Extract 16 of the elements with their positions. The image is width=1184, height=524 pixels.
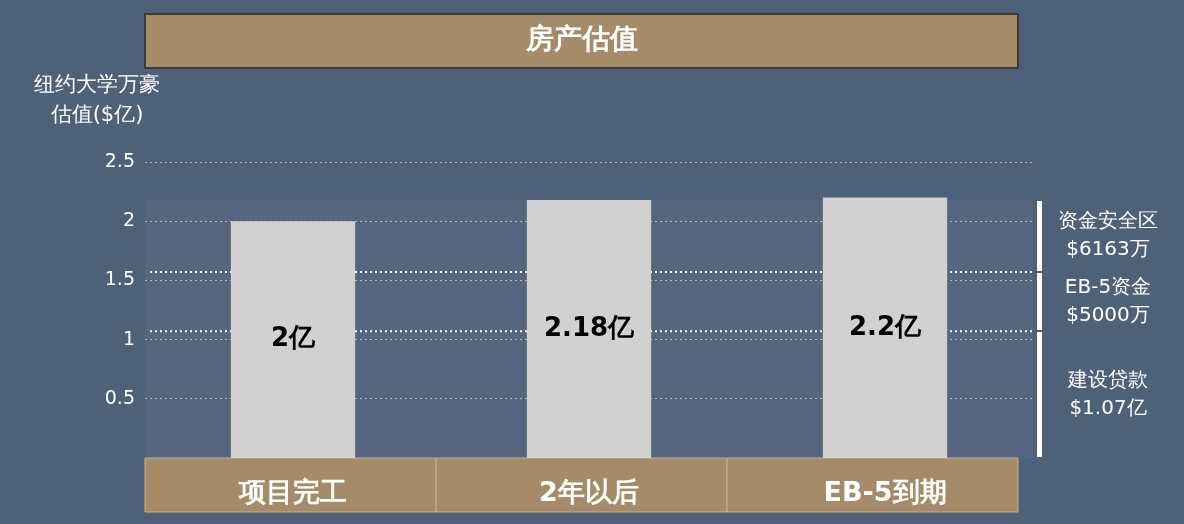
band-label: 建设贷款 $1.07亿 <box>1067 366 1148 419</box>
y-tick-label: 1 <box>122 326 135 349</box>
data-label: 2.2亿 <box>848 310 923 341</box>
y-tick-label: 2.5 <box>104 148 135 171</box>
band-label: EB-5资金 $5000万 <box>1064 273 1152 326</box>
y-tick-label: 2 <box>122 208 135 231</box>
x-tick-label: 项目完工 <box>238 476 347 508</box>
x-tick-label: EB-5到期 <box>823 476 947 508</box>
y-axis-title: 纽约大学万豪估值($亿) <box>34 72 160 127</box>
chart-title: 房产估值 <box>524 22 638 56</box>
x-tick-label: 2年以后 <box>539 476 639 508</box>
band-label: 资金安全区 $6163万 <box>1058 208 1158 261</box>
data-label: 2亿 <box>270 322 317 353</box>
y-tick-label: 0.5 <box>104 385 135 408</box>
data-label: 2.18亿 <box>543 311 636 342</box>
y-tick-label: 1.5 <box>104 267 135 290</box>
